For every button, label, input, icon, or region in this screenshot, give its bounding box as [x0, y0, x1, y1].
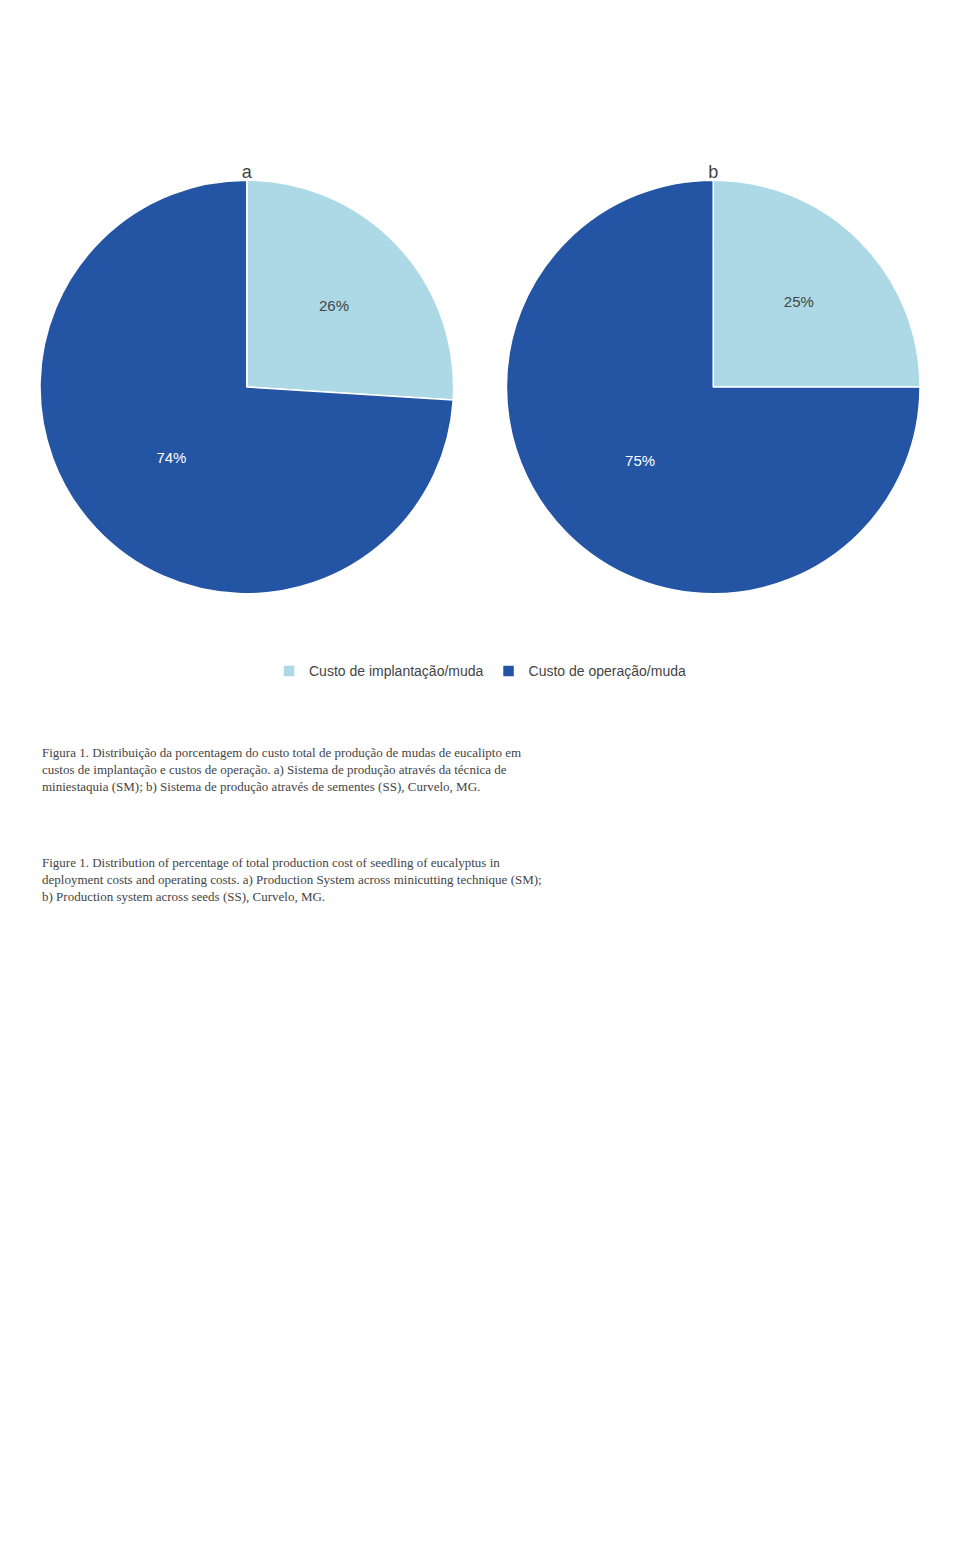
svg-text:74%: 74%: [156, 449, 186, 466]
svg-text:25%: 25%: [784, 293, 814, 310]
svg-text:Figura 1. Distribuição da porc: Figura 1. Distribuição da porcentagem do…: [42, 745, 521, 794]
svg-text:a: a: [242, 162, 253, 182]
svg-text:Figure 1. Distribution of perc: Figure 1. Distribution of percentage of …: [42, 855, 542, 904]
svg-text:26%: 26%: [319, 297, 349, 314]
svg-text:75%: 75%: [625, 452, 655, 469]
svg-text:Custo de operação/muda: Custo de operação/muda: [529, 663, 686, 679]
svg-text:Custo de implantação/muda: Custo de implantação/muda: [309, 663, 484, 679]
svg-text:b: b: [708, 162, 718, 182]
